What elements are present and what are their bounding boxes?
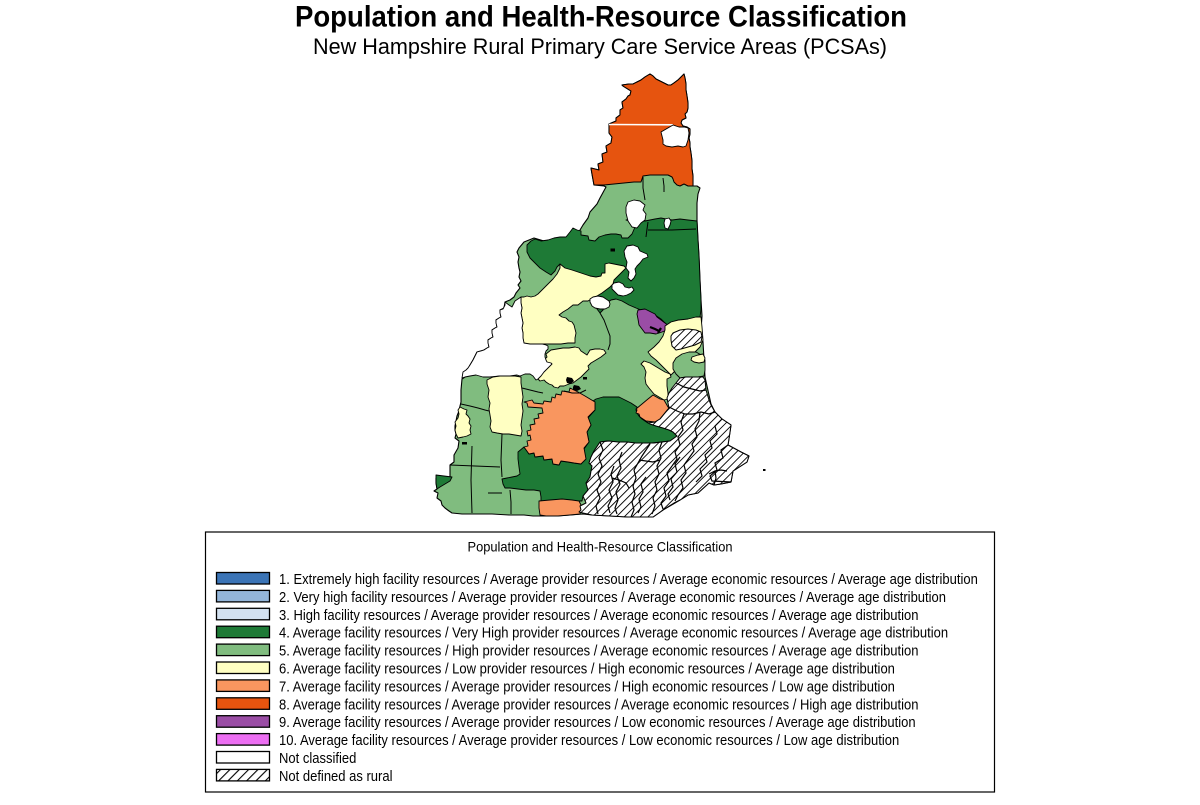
svg-text:Population and Health-Resource: Population and Health-Resource Classific…	[295, 1, 907, 34]
svg-text:Not defined as rural: Not defined as rural	[279, 769, 393, 785]
svg-text:5. Average facility resources: 5. Average facility resources / High pro…	[279, 644, 919, 660]
svg-text:1. Extremely high facility res: 1. Extremely high facility resources / A…	[279, 572, 978, 588]
svg-text:6. Average facility resources: 6. Average facility resources / Low prov…	[279, 662, 895, 678]
svg-text:3. High facility resources / A: 3. High facility resources / Average pro…	[279, 608, 919, 624]
svg-text:7. Average facility resources: 7. Average facility resources / Average …	[279, 679, 895, 695]
svg-text:10. Average facility resources: 10. Average facility resources / Average…	[279, 733, 899, 749]
svg-text:9. Average facility resources: 9. Average facility resources / Average …	[279, 715, 916, 731]
svg-text:2. Very high facility resource: 2. Very high facility resources / Averag…	[279, 590, 946, 606]
svg-text:4. Average facility resources: 4. Average facility resources / Very Hig…	[279, 626, 948, 642]
svg-text:New Hampshire Rural Primary Ca: New Hampshire Rural Primary Care Service…	[313, 34, 887, 59]
svg-text:Population and Health-Resource: Population and Health-Resource Classific…	[468, 540, 733, 555]
svg-text:Not classified: Not classified	[279, 751, 356, 767]
svg-text:8. Average facility resources: 8. Average facility resources / Average …	[279, 697, 919, 713]
